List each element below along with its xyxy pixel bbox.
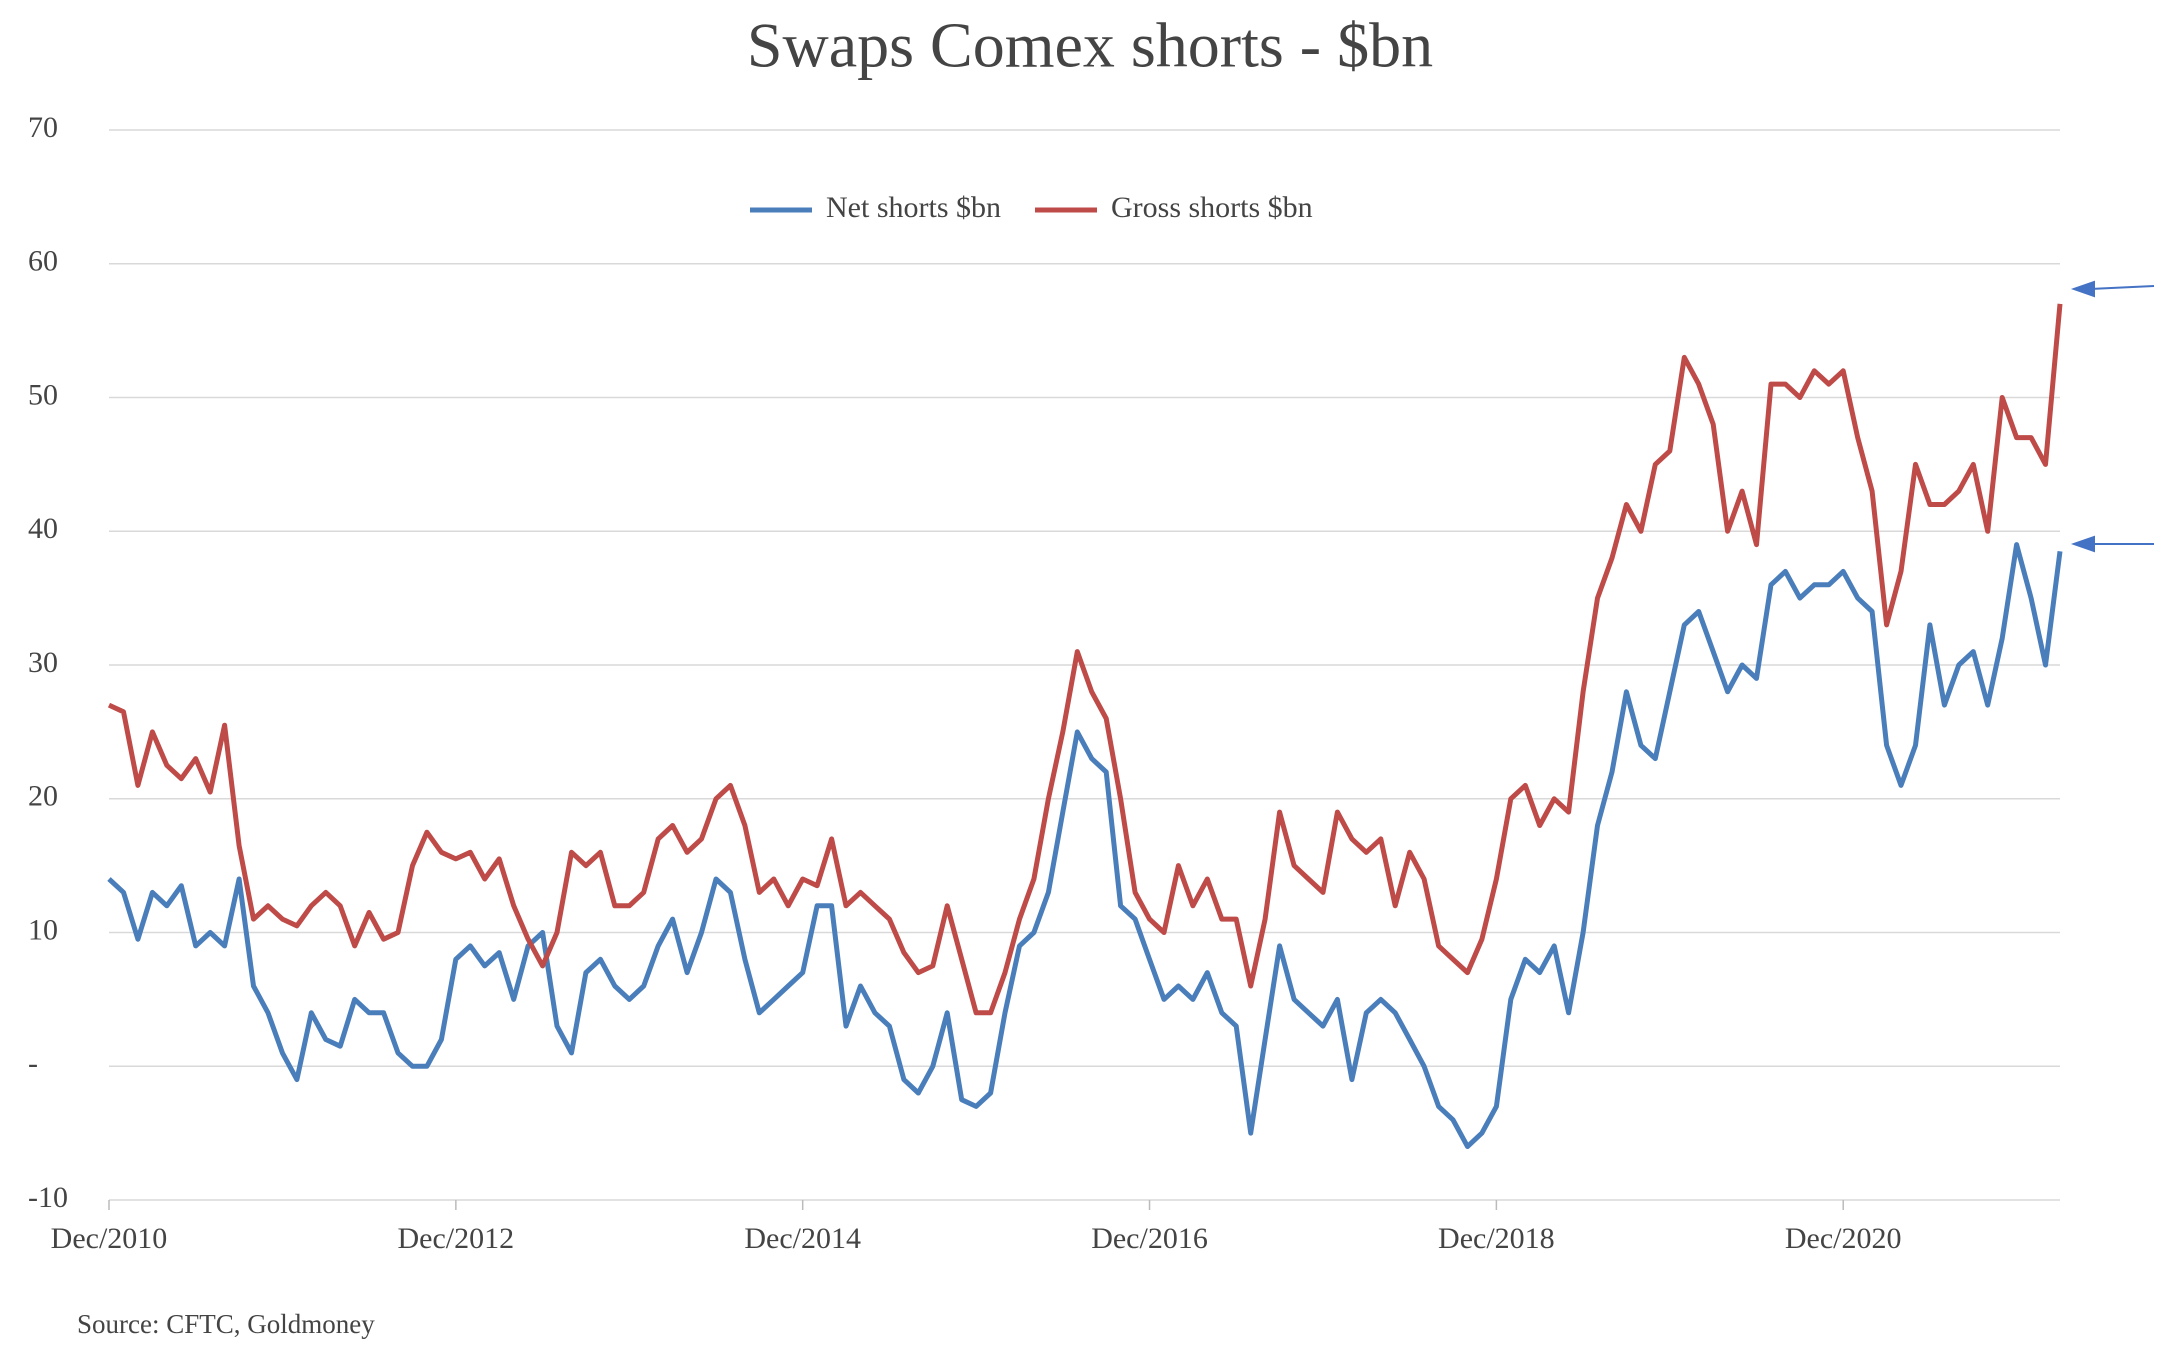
chart-title: Swaps Comex shorts - $bn — [747, 10, 1433, 81]
arrow-head — [2070, 280, 2095, 298]
y-tick-label: 20 — [28, 780, 58, 813]
y-tick-label: 50 — [28, 378, 58, 411]
y-tick-label: 30 — [28, 646, 58, 679]
x-tick-label: Dec/2010 — [51, 1222, 168, 1255]
x-tick-label: Dec/2018 — [1438, 1222, 1555, 1255]
x-tick-label: Dec/2020 — [1785, 1222, 1902, 1255]
y-tick-label: 60 — [28, 245, 58, 278]
x-tick-label: Dec/2016 — [1091, 1222, 1208, 1255]
y-tick-label: 40 — [28, 512, 58, 545]
series-line — [107, 303, 2063, 1016]
x-tick-label: Dec/2012 — [398, 1222, 515, 1255]
x-tick-label: Dec/2014 — [744, 1222, 861, 1255]
source-note: Source: CFTC, Goldmoney — [77, 1309, 375, 1339]
series-line — [107, 542, 2063, 1149]
legend-label: Net shorts $bn — [826, 191, 1001, 224]
arrows — [2070, 280, 2155, 553]
y-tick-label: -10 — [28, 1181, 68, 1214]
legend-label: Gross shorts $bn — [1111, 191, 1313, 224]
y-tick-label: - — [28, 1047, 38, 1080]
y-tick-label: 10 — [28, 913, 58, 946]
arrow-line — [2089, 285, 2155, 290]
y-tick-label: 70 — [28, 111, 58, 144]
arrow-head — [2070, 535, 2095, 553]
